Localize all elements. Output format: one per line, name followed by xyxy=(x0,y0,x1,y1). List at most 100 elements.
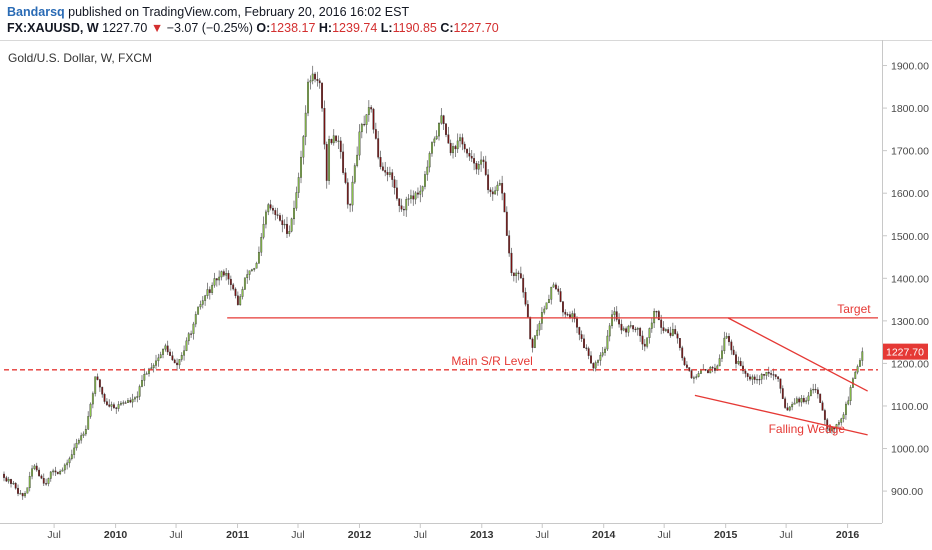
candle-body xyxy=(510,252,513,274)
down-candle xyxy=(555,282,557,291)
up-candle xyxy=(309,75,312,90)
candle-body xyxy=(779,378,782,389)
up-candle xyxy=(218,270,221,286)
high-label: H: xyxy=(318,21,333,35)
candle-body xyxy=(349,204,352,206)
up-candle xyxy=(262,216,265,240)
symbol-label[interactable]: FX:XAUUSD, W xyxy=(7,21,99,35)
down-candle xyxy=(314,72,316,83)
up-candle xyxy=(388,166,391,178)
down-candle xyxy=(445,123,447,138)
down-candle xyxy=(512,272,515,282)
candle-body xyxy=(498,183,501,186)
candle-body xyxy=(419,190,422,195)
chart-background xyxy=(0,40,932,550)
candle-body xyxy=(388,172,391,175)
candle-body xyxy=(440,115,443,124)
down-candle xyxy=(683,356,686,366)
author-link[interactable]: Bandarsq xyxy=(7,5,65,19)
candle-body xyxy=(381,166,384,171)
down-candle xyxy=(342,143,345,175)
candle-body xyxy=(744,370,747,374)
candle-body xyxy=(40,475,43,479)
candle-body xyxy=(274,210,277,215)
price-chart[interactable]: Gold/U.S. Dollar, W, FXCM Target Main S/R… xyxy=(0,40,932,550)
y-tick-label: 1800.00 xyxy=(891,103,929,115)
down-candle xyxy=(393,175,396,195)
open-value: 1238.17 xyxy=(270,21,316,35)
candle-body xyxy=(241,289,244,297)
candle-body xyxy=(372,108,375,130)
down-candle xyxy=(690,369,693,379)
candle-body xyxy=(800,398,803,403)
down-candle xyxy=(685,361,688,369)
candle-body xyxy=(454,146,457,150)
wedge-lower-line[interactable] xyxy=(694,394,868,436)
candle-body xyxy=(482,159,485,162)
candle-body xyxy=(330,139,333,144)
up-candle xyxy=(63,463,66,474)
candle-body xyxy=(283,223,286,226)
down-candle xyxy=(784,396,787,409)
candle-body xyxy=(524,292,527,305)
up-candle xyxy=(788,405,791,412)
candle-body xyxy=(725,336,728,339)
up-candle xyxy=(648,327,651,344)
down-candle xyxy=(346,178,349,209)
down-candle xyxy=(676,331,679,344)
up-candle xyxy=(68,456,71,468)
down-candle xyxy=(442,114,445,130)
down-candle xyxy=(227,270,230,285)
candle-body xyxy=(578,327,581,335)
candle-body xyxy=(742,365,744,372)
candle-body xyxy=(199,304,202,308)
candle-body xyxy=(688,367,691,371)
down-candle xyxy=(786,402,789,411)
down-candle xyxy=(45,478,48,486)
wedge-upper-line[interactable] xyxy=(727,317,868,392)
up-candle xyxy=(82,431,85,439)
x-axis[interactable]: Jul 2010 Jul 2011 Jul 2012 Jul 2013 Jul 2014 Jul 20… xyxy=(47,523,859,541)
candle-body xyxy=(533,335,536,348)
y-tick-label: 1000.00 xyxy=(891,444,929,456)
up-candle xyxy=(543,305,546,315)
up-candle xyxy=(407,194,410,206)
candle-body xyxy=(77,439,80,444)
candle-body xyxy=(138,386,141,397)
candle-body xyxy=(187,333,190,342)
candle-body xyxy=(222,271,225,276)
up-candle xyxy=(185,337,188,352)
candle-body xyxy=(784,398,787,408)
down-candle xyxy=(447,126,450,144)
up-candle xyxy=(793,398,796,405)
candle-body xyxy=(412,195,415,200)
up-candle xyxy=(494,186,497,195)
up-candle xyxy=(157,353,160,367)
up-candle xyxy=(117,401,120,412)
y-axis[interactable]: 900.00 1000.00 1100.00 1200.00 1300.00 1400.0… xyxy=(882,61,929,499)
chart-title: Gold/U.S. Dollar, W, FXCM xyxy=(8,51,152,65)
candle-body xyxy=(150,367,153,370)
x-tick-label: 2016 xyxy=(836,529,860,541)
down-candle xyxy=(169,348,171,356)
up-candle xyxy=(533,335,536,349)
down-candle xyxy=(349,203,352,213)
down-candle xyxy=(384,161,387,177)
candle-body xyxy=(262,223,265,238)
up-candle xyxy=(206,282,209,299)
down-candle xyxy=(763,373,765,380)
candle-body xyxy=(655,311,658,313)
candle-body xyxy=(636,327,639,330)
up-candle xyxy=(243,277,246,290)
candle-body xyxy=(255,262,258,269)
up-candle xyxy=(365,114,368,134)
up-candle xyxy=(664,328,667,333)
candle-body xyxy=(859,360,861,367)
down-candle xyxy=(96,373,99,381)
up-candle xyxy=(812,383,815,394)
down-candle xyxy=(583,334,585,349)
down-candle xyxy=(758,375,761,386)
up-candle xyxy=(613,307,616,322)
candle-body xyxy=(639,327,642,337)
candle-body xyxy=(365,114,368,125)
